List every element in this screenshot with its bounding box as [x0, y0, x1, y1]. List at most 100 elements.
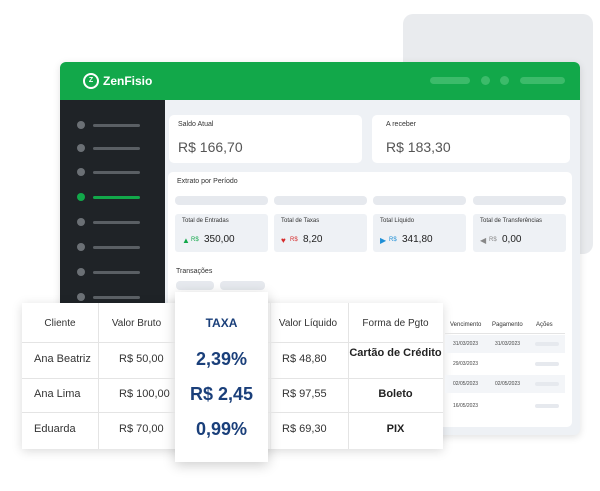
nav-dot — [77, 218, 85, 226]
stat-label: Total Líquido — [380, 218, 415, 224]
date: 02/05/2023 — [495, 381, 521, 387]
row-bg — [445, 375, 565, 393]
date: 31/03/2023 — [495, 341, 521, 347]
stat-icon: ▶ — [380, 236, 387, 245]
transactions-title: Transações — [176, 268, 213, 275]
nav-line — [93, 147, 140, 150]
client: Ana Lima — [34, 388, 81, 400]
card-label: A receber — [386, 121, 416, 128]
column-header: Vencimento — [450, 322, 482, 328]
stat-card — [373, 214, 466, 252]
column-header: Forma de Pgto — [362, 318, 429, 329]
column-header: Valor Bruto — [111, 318, 162, 329]
nav-dot — [77, 268, 85, 276]
card-value: R$ 166,70 — [178, 139, 243, 155]
row-line — [445, 333, 565, 334]
stat-currency: R$ — [389, 237, 397, 243]
placeholder — [373, 196, 466, 205]
client: Ana Beatriz — [34, 353, 91, 365]
nav-dot — [77, 243, 85, 251]
placeholder — [500, 76, 509, 85]
stat-currency: R$ — [489, 237, 497, 243]
placeholder — [481, 76, 490, 85]
stat-card — [473, 214, 566, 252]
column-line — [348, 303, 349, 449]
column-header: Cliente — [44, 318, 76, 329]
nav-line — [93, 221, 140, 224]
panel-title: Extrato por Período — [177, 178, 238, 185]
action-placeholder — [535, 404, 559, 408]
gross-value: R$ 50,00 — [119, 353, 164, 365]
row-bg — [445, 335, 565, 353]
column-header: Ações — [536, 322, 553, 328]
stat-icon: ◀ — [480, 236, 487, 245]
placeholder — [473, 196, 566, 205]
action-placeholder — [535, 382, 559, 386]
stat-icon: ♥ — [281, 236, 286, 245]
net-value: R$ 97,55 — [282, 388, 327, 400]
placeholder — [274, 196, 367, 205]
fee: 0,99% — [195, 419, 248, 439]
nav-dot — [77, 293, 85, 301]
column-line — [270, 303, 271, 449]
column-line — [98, 303, 99, 449]
placeholder — [176, 281, 214, 290]
stat-amount: 350,00 — [204, 234, 235, 245]
placeholder — [430, 77, 470, 84]
column-header: Valor Líquido — [278, 318, 338, 329]
date: 02/05/2023 — [453, 381, 479, 387]
gross-value: R$ 70,00 — [119, 423, 164, 435]
row-line — [22, 378, 175, 379]
nav-line — [93, 124, 140, 127]
stat-amount: 0,00 — [502, 234, 522, 245]
stat-amount: 8,20 — [303, 234, 323, 245]
logo: ZenFisio — [103, 74, 153, 88]
fee: R$ 2,45 — [189, 384, 254, 404]
net-value: R$ 69,30 — [282, 423, 327, 435]
column-header: TAXA — [205, 316, 238, 330]
nav-line — [93, 271, 140, 274]
logo-icon: Z — [83, 73, 99, 89]
nav-line — [93, 171, 140, 174]
stat-currency: R$ — [290, 237, 298, 243]
row-line — [268, 342, 443, 343]
balance-card: A receber R$ 183,30 — [372, 115, 570, 163]
card-value: R$ 183,30 — [386, 139, 451, 155]
header: Z ZenFisio — [60, 62, 580, 100]
card-label: Saldo Atual — [178, 121, 214, 128]
action-placeholder — [535, 342, 559, 346]
payment-method: Cartão de Crédito — [349, 347, 442, 359]
nav-dot — [77, 121, 85, 129]
action-placeholder — [535, 362, 559, 366]
nav-dot — [77, 144, 85, 152]
placeholder — [520, 77, 565, 84]
stat-label: Total de Transferências — [480, 218, 543, 224]
placeholder — [220, 281, 265, 290]
client: Eduarda — [34, 423, 76, 435]
stat-amount: 341,80 — [402, 234, 433, 245]
row-line — [268, 412, 443, 413]
stat-label: Total de Entradas — [182, 218, 229, 224]
fee: 2,39% — [195, 349, 248, 369]
placeholder — [175, 196, 268, 205]
nav-dot — [77, 193, 85, 201]
date: 29/03/2023 — [453, 361, 479, 367]
nav-line — [93, 246, 140, 249]
stat-currency: R$ — [191, 237, 199, 243]
nav-dot — [77, 168, 85, 176]
net-value: R$ 48,80 — [282, 353, 327, 365]
date: 31/03/2023 — [453, 341, 479, 347]
row-line — [22, 342, 175, 343]
payment-method: PIX — [386, 423, 405, 435]
stat-card — [274, 214, 367, 252]
fee-column — [175, 292, 268, 462]
gross-value: R$ 100,00 — [119, 388, 170, 400]
nav-line — [93, 296, 140, 299]
payment-method: Boleto — [378, 388, 413, 400]
row-line — [268, 378, 443, 379]
stat-card — [175, 214, 268, 252]
date: 16/05/2023 — [453, 403, 479, 409]
stat-label: Total de Taxas — [281, 218, 320, 224]
row-line — [22, 412, 175, 413]
